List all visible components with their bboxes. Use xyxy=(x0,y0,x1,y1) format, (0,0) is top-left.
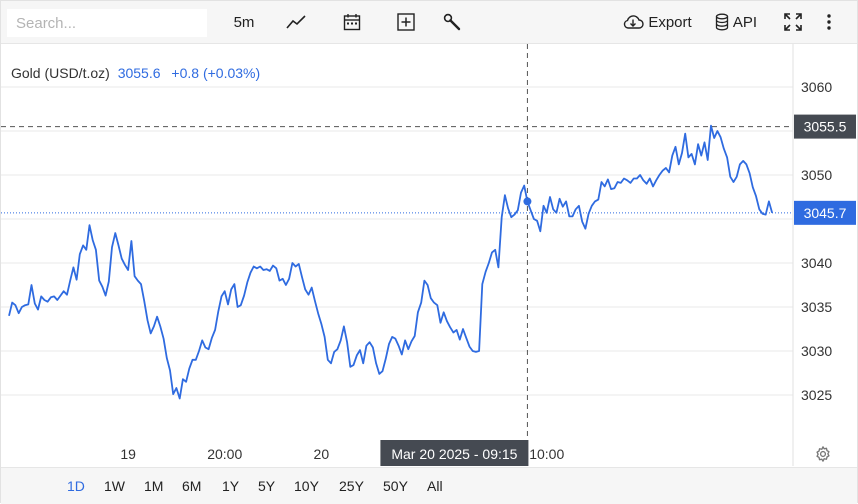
last-price-label: 3045.7 xyxy=(804,205,847,221)
crosshair-time-label: Mar 20 2025 - 09:15 xyxy=(391,446,517,462)
price-chart[interactable]: 30253030303530403045305030553060 1920:00… xyxy=(1,44,857,466)
toolbar: 5m Export API xyxy=(1,1,857,44)
database-icon xyxy=(715,13,729,31)
chart-type-icon[interactable] xyxy=(285,1,309,43)
range-all-button[interactable]: All xyxy=(427,478,443,494)
range-25y-button[interactable]: 25Y xyxy=(339,478,364,494)
wrench-icon[interactable] xyxy=(441,1,463,43)
settings-gear-icon[interactable] xyxy=(814,445,832,468)
calendar-icon[interactable] xyxy=(341,1,363,43)
series-line xyxy=(8,124,773,400)
y-tick-label: 3035 xyxy=(801,299,832,315)
interval-button[interactable]: 5m xyxy=(233,13,255,31)
x-tick-label: 10:00 xyxy=(529,446,564,462)
export-label: Export xyxy=(648,13,692,31)
last-price-tag: 3045.7 xyxy=(794,200,856,225)
export-button[interactable]: Export xyxy=(621,1,693,43)
y-tick-label: 3025 xyxy=(801,387,832,403)
range-6m-button[interactable]: 6M xyxy=(182,478,202,494)
range-1d-button[interactable]: 1D xyxy=(67,478,85,494)
legend-price: 3055.6 xyxy=(118,65,161,81)
x-tick-label: 20 xyxy=(314,446,330,462)
range-50y-button[interactable]: 50Y xyxy=(383,478,408,494)
legend-change: +0.8 (+0.03%) xyxy=(171,65,260,81)
api-label: API xyxy=(732,13,758,31)
search-input[interactable] xyxy=(7,9,207,37)
x-tick-labels: 19 20:00 20 10:00 xyxy=(120,446,564,462)
api-button[interactable]: API xyxy=(712,1,760,43)
crosshair-point xyxy=(523,197,532,206)
legend-symbol: Gold (USD/t.oz) xyxy=(11,65,110,81)
range-5y-button[interactable]: 5Y xyxy=(258,478,276,494)
fullscreen-icon[interactable] xyxy=(781,1,805,43)
y-tick-label: 3050 xyxy=(801,167,832,183)
crosshair-price-label: 3055.5 xyxy=(804,119,847,135)
more-options-icon[interactable] xyxy=(821,1,837,43)
range-1m-button[interactable]: 1M xyxy=(144,478,164,494)
range-1y-button[interactable]: 1Y xyxy=(222,478,240,494)
x-tick-label: 19 xyxy=(120,446,136,462)
crosshair-price-tag: 3055.5 xyxy=(794,114,856,139)
y-tick-label: 3030 xyxy=(801,343,832,359)
range-10y-button[interactable]: 10Y xyxy=(294,478,319,494)
chart-legend: Gold (USD/t.oz) 3055.6 +0.8 (+0.03%) xyxy=(11,65,260,81)
add-indicator-icon[interactable] xyxy=(395,1,417,43)
y-tick-label: 3040 xyxy=(801,255,832,271)
x-tick-label: 20:00 xyxy=(207,446,242,462)
y-tick-label: 3060 xyxy=(801,79,832,95)
cloud-download-icon xyxy=(624,15,644,29)
range-selector-bar: 1D 1W 1M 6M 1Y 5Y 10Y 25Y 50Y All xyxy=(1,467,857,504)
price-axis xyxy=(793,44,857,466)
range-1w-button[interactable]: 1W xyxy=(104,478,125,494)
crosshair-time-tag: Mar 20 2025 - 09:15 xyxy=(380,440,529,466)
grid-lines xyxy=(1,86,793,396)
